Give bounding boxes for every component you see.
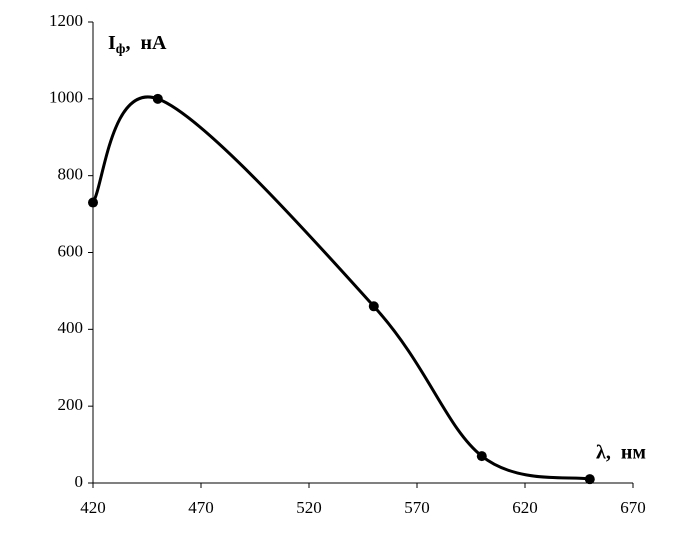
point: [584, 474, 595, 485]
y-tick-label: 400: [58, 318, 84, 337]
y-tick-label: 600: [58, 241, 84, 260]
y-tick-label: 1200: [49, 11, 83, 30]
x-tick-label: 620: [512, 498, 538, 517]
x-tick-label: 670: [620, 498, 646, 517]
x-tick-label: 520: [296, 498, 322, 517]
line: [91, 95, 591, 481]
y-axis-label: Iф, нА: [108, 32, 167, 58]
y-label-symbol: I: [108, 32, 116, 54]
y-tick-label: 800: [58, 165, 84, 184]
x-tick-label: 420: [80, 498, 106, 517]
y-label-subscript: ф: [116, 42, 126, 57]
x-tick-label: 470: [188, 498, 214, 517]
y-tick-label: 0: [75, 472, 84, 491]
point: [152, 93, 163, 104]
y-tick-label: 200: [58, 395, 84, 414]
point: [368, 301, 379, 312]
y-tick-label: 1000: [49, 88, 83, 107]
point: [88, 197, 98, 208]
point: [476, 451, 487, 462]
x-axis-label: λ, нм: [596, 442, 646, 464]
y-label-unit: , нА: [125, 32, 167, 54]
x-tick-label: 570: [404, 498, 430, 517]
